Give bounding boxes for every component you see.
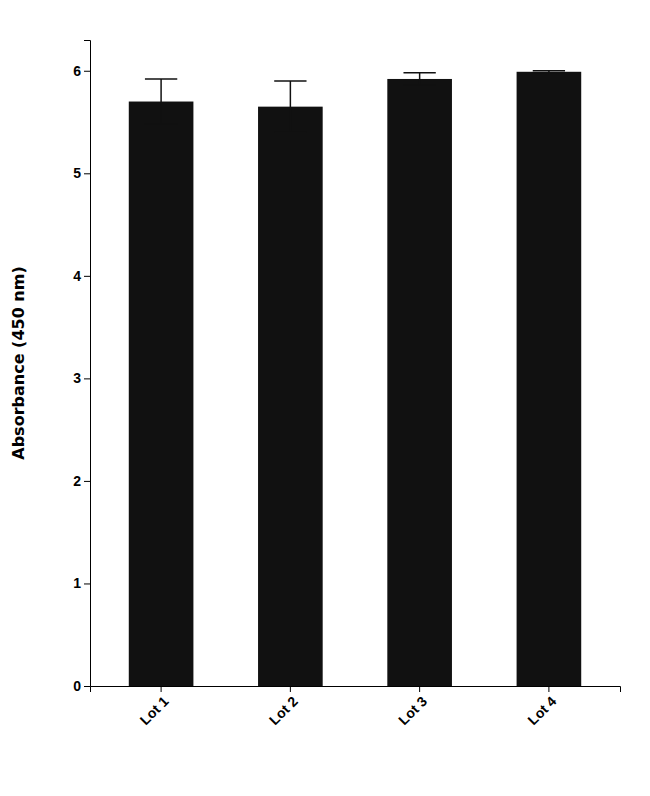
- error-bar: [533, 71, 565, 73]
- bar: [129, 102, 194, 686]
- y-tick: 6: [73, 63, 90, 79]
- y-tick: 3: [73, 370, 90, 386]
- error-bar-stem: [290, 81, 292, 132]
- error-bar-stem: [160, 79, 162, 124]
- y-tick-mark: [84, 173, 90, 174]
- y-tick-label: 5: [73, 165, 81, 181]
- y-axis: 0 1 2 3 4 5 6: [73, 41, 90, 694]
- y-tick-mark: [84, 583, 90, 584]
- error-bar-cap: [533, 70, 565, 72]
- x-tick-mark: [161, 686, 162, 692]
- y-tick-label: 6: [73, 63, 81, 79]
- y-tick: 1: [73, 575, 90, 591]
- x-tick-label: Lot 1: [137, 693, 172, 728]
- y-tick-mark: [84, 276, 90, 277]
- error-bar-cap: [274, 132, 306, 134]
- bar: [258, 107, 323, 686]
- x-tick-mark: [548, 686, 549, 692]
- y-tick: 5: [73, 165, 90, 181]
- y-tick: 4: [73, 268, 90, 284]
- y-tick-mark: [84, 686, 90, 687]
- bar: [517, 72, 582, 686]
- y-tick-mark: [84, 481, 90, 482]
- x-tick-label: Lot 4: [524, 693, 559, 728]
- error-bar-cap: [403, 84, 435, 86]
- x-tick: Lot 4: [524, 686, 559, 728]
- error-bar: [403, 73, 435, 85]
- chart-container: 0 1 2 3 4 5 6 Lot 1 Lot 2 Lot 3 Lot 4 Absorbance (4…: [0, 0, 650, 796]
- x-tick-mark: [419, 686, 420, 692]
- error-bar: [145, 79, 177, 124]
- x-tick-label: Lot 2: [266, 693, 301, 728]
- y-tick: 2: [73, 473, 90, 489]
- y-tick-label: 4: [73, 268, 81, 284]
- x-tick: Lot 2: [266, 686, 301, 728]
- x-tick-label: Lot 3: [395, 693, 430, 728]
- error-bar-cap: [145, 78, 177, 80]
- error-bar-cap: [145, 123, 177, 125]
- x-axis: Lot 1 Lot 2 Lot 3 Lot 4: [91, 686, 621, 728]
- x-tick: Lot 3: [395, 686, 430, 728]
- chart-svg: 0 1 2 3 4 5 6 Lot 1 Lot 2 Lot 3 Lot 4 Absorbance (4…: [0, 0, 650, 796]
- bar: [387, 79, 452, 686]
- y-tick-label: 1: [73, 575, 81, 591]
- error-bar-cap: [274, 80, 306, 82]
- x-axis-line: [91, 687, 621, 693]
- y-tick-label: 0: [73, 678, 81, 694]
- y-tick-label: 2: [73, 473, 81, 489]
- y-tick-mark: [84, 71, 90, 72]
- error-bar-stem: [419, 73, 421, 85]
- x-tick: Lot 1: [137, 686, 172, 728]
- plot-area: 0 1 2 3 4 5 6 Lot 1 Lot 2 Lot 3 Lot 4: [73, 41, 620, 729]
- y-tick-label: 3: [73, 370, 81, 386]
- x-tick-mark: [290, 686, 291, 692]
- marks: [129, 71, 581, 686]
- error-bar-cap: [533, 72, 565, 74]
- y-axis-line: [84, 41, 91, 687]
- error-bar: [274, 81, 306, 132]
- error-bar-cap: [403, 72, 435, 74]
- y-tick: 0: [73, 678, 90, 694]
- y-axis-title: Absorbance (450 nm): [9, 266, 28, 459]
- y-tick-mark: [84, 378, 90, 379]
